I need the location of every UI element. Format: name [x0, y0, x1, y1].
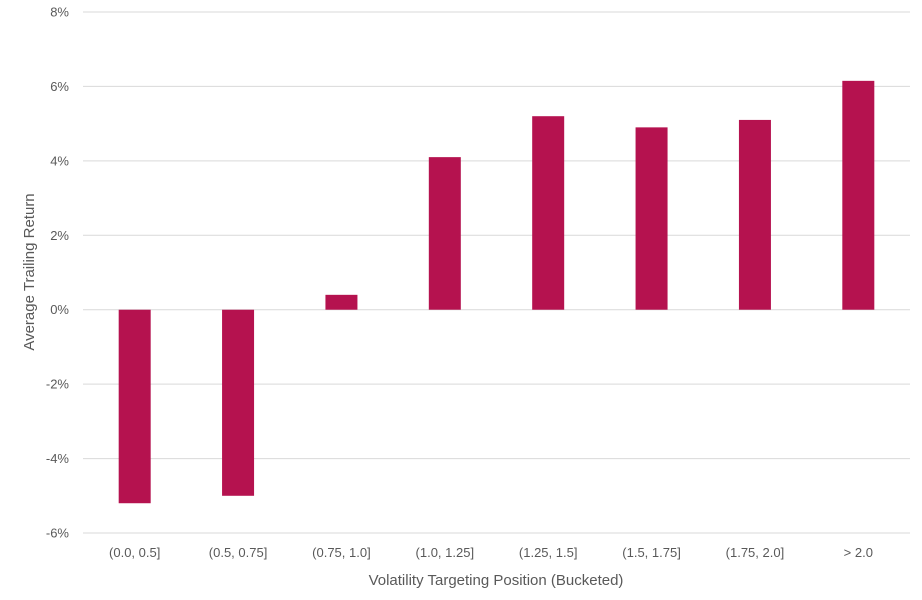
bar: [738, 119, 771, 310]
x-tick-label: (0.5, 0.75]: [209, 545, 268, 560]
x-axis-tick-labels: (0.0, 0.5] (0.5, 0.75] (0.75, 1.0] (1.0, 1.…: [109, 545, 873, 560]
x-axis-title: Volatility Targeting Position (Bucketed): [369, 572, 624, 589]
y-tick-label: 8%: [50, 5, 69, 20]
bar: [325, 294, 358, 310]
y-axis-title: Average Trailing Return: [21, 193, 38, 350]
y-tick-label: 0%: [50, 302, 69, 317]
gridlines: [83, 11, 910, 534]
x-tick-label: > 2.0: [844, 545, 873, 560]
x-tick-label: (0.75, 1.0]: [312, 545, 371, 560]
x-tick-label: (1.0, 1.25]: [416, 545, 475, 560]
y-tick-label: 2%: [50, 228, 69, 243]
x-tick-label: (1.75, 2.0]: [726, 545, 785, 560]
bar: [842, 80, 875, 310]
y-tick-label: -6%: [46, 526, 70, 541]
y-tick-label: -4%: [46, 451, 70, 466]
y-tick-label: 4%: [50, 153, 69, 168]
bar: [118, 309, 151, 504]
bar: [532, 116, 565, 310]
y-axis-tick-labels: 8% 6% 4% 2% 0% -2% -4% -6%: [46, 5, 70, 541]
bar: [222, 309, 255, 496]
x-tick-label: (1.25, 1.5]: [519, 545, 578, 560]
y-tick-label: -2%: [46, 377, 70, 392]
x-tick-label: (0.0, 0.5]: [109, 545, 160, 560]
bar: [428, 157, 461, 310]
bars: [118, 80, 875, 504]
y-tick-label: 6%: [50, 79, 69, 94]
bar: [635, 127, 668, 310]
x-tick-label: (1.5, 1.75]: [622, 545, 681, 560]
